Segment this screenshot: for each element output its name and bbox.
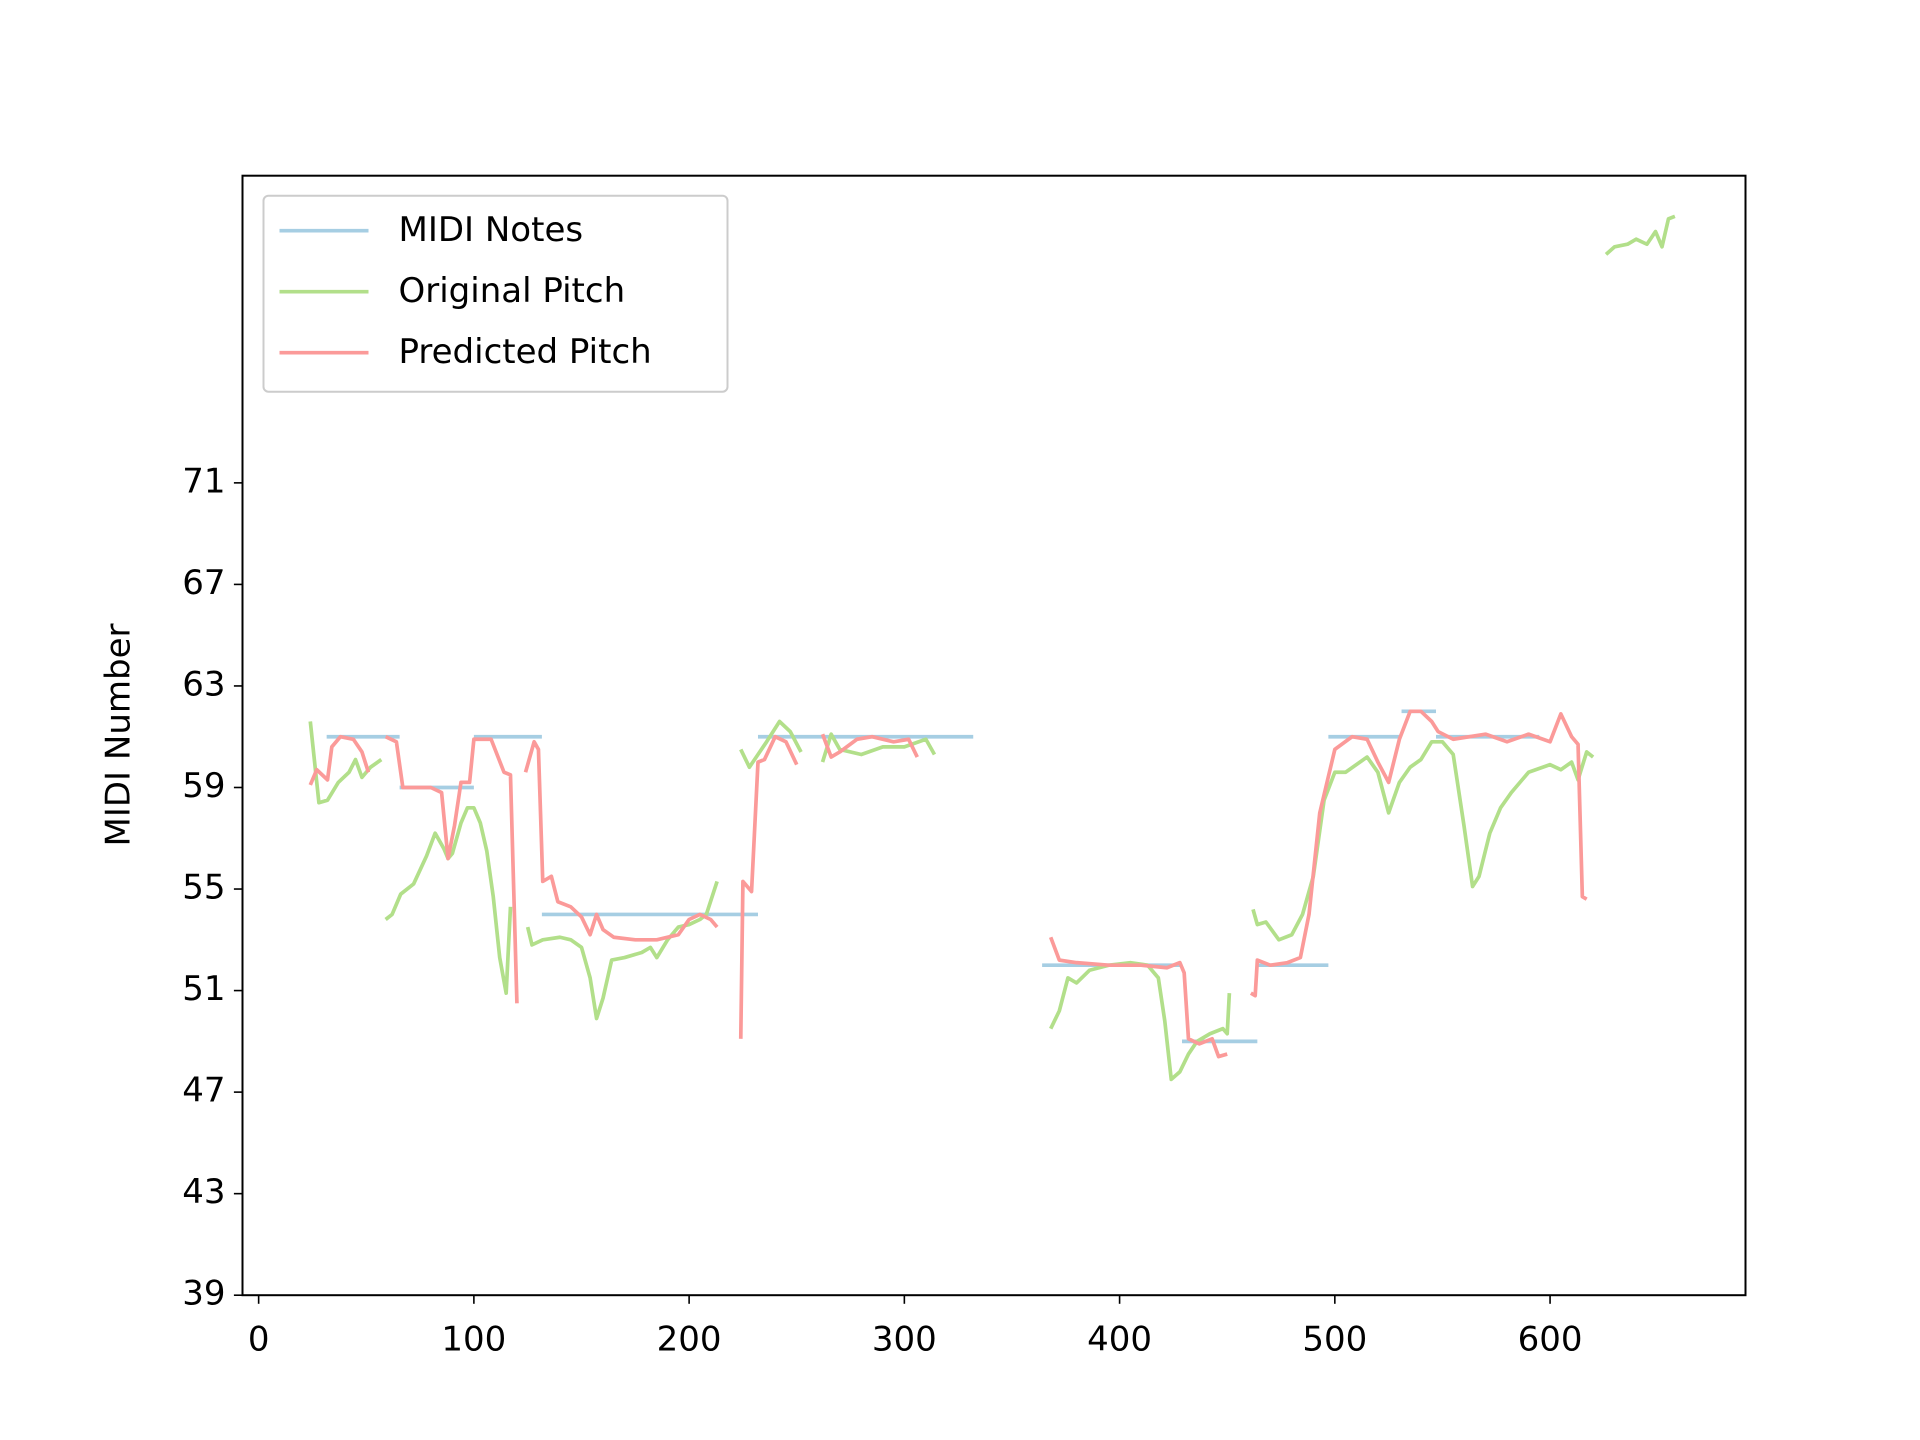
plot-frame xyxy=(241,174,1747,1297)
y-tick-label: 51 xyxy=(182,969,225,1009)
x-tick-label: 500 xyxy=(1302,1320,1367,1360)
legend-box xyxy=(262,194,729,393)
y-axis-label: MIDI Number xyxy=(99,624,139,847)
y-tick-label: 71 xyxy=(182,461,225,501)
x-tick-label: 200 xyxy=(657,1320,722,1360)
legend-label: Original Pitch xyxy=(399,271,626,311)
x-tick-label: 100 xyxy=(441,1320,506,1360)
legend-label: MIDI Notes xyxy=(399,210,584,250)
x-tick-label: 300 xyxy=(872,1320,937,1360)
y-tick-label: 67 xyxy=(182,563,225,603)
x-tick-label: 0 xyxy=(248,1320,270,1360)
y-tick-label: 59 xyxy=(182,766,225,806)
y-tick-label: 63 xyxy=(182,664,225,704)
x-tick-label: 600 xyxy=(1518,1320,1583,1360)
series-line xyxy=(308,214,1676,1082)
y-tick-label: 39 xyxy=(182,1274,225,1314)
y-tick-label: 55 xyxy=(182,868,225,908)
y-tick-label: 47 xyxy=(182,1071,225,1111)
x-tick-label: 400 xyxy=(1087,1320,1152,1360)
legend-label: Predicted Pitch xyxy=(399,332,652,372)
series-line xyxy=(308,709,1588,1059)
y-tick-label: 43 xyxy=(182,1172,225,1212)
